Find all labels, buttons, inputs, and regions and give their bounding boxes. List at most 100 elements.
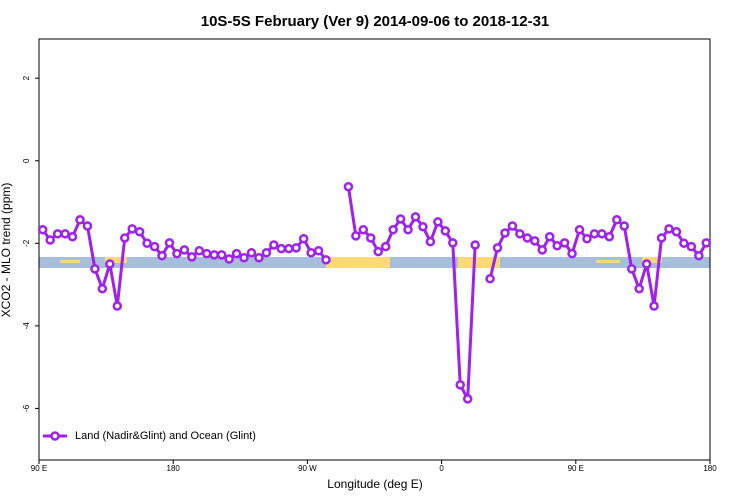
data-point — [455, 380, 465, 390]
y-tick-label: 0 — [22, 158, 31, 163]
data-point — [276, 243, 287, 254]
data-point — [544, 231, 555, 242]
data-point — [380, 241, 391, 252]
data-point — [671, 227, 682, 237]
map-strip — [39, 257, 710, 268]
data-point — [641, 259, 652, 269]
data-point — [485, 274, 495, 284]
data-point — [462, 394, 473, 404]
data-point — [574, 224, 585, 235]
data-point — [612, 215, 622, 225]
data-point — [224, 254, 234, 264]
data-point — [433, 217, 443, 227]
data-point — [216, 250, 227, 260]
data-point — [582, 234, 592, 244]
legend-marker — [50, 431, 60, 441]
data-point — [410, 212, 421, 222]
data-point — [701, 238, 712, 248]
data-point — [351, 231, 361, 241]
data-point — [142, 238, 152, 249]
data-point — [306, 248, 316, 258]
data-point — [202, 248, 212, 259]
data-point — [246, 248, 257, 258]
data-point — [60, 229, 70, 239]
data-point — [619, 221, 630, 231]
data-point — [626, 264, 637, 274]
data-point — [231, 248, 242, 259]
data-point — [37, 224, 48, 235]
x-tick-label: 90 E — [31, 464, 47, 473]
data-point — [119, 233, 130, 243]
data-point — [45, 235, 55, 245]
y-tick-label: -4 — [22, 322, 31, 330]
x-tick-label: 0 — [439, 464, 444, 473]
data-point — [604, 231, 615, 242]
data-point — [373, 246, 383, 257]
y-tick-label: -6 — [22, 404, 31, 412]
data-point — [634, 283, 644, 294]
data-point — [187, 252, 197, 262]
data-point — [90, 264, 100, 274]
data-point — [567, 248, 577, 259]
data-point — [284, 243, 294, 254]
data-point — [105, 259, 115, 269]
x-tick-label: 180 — [703, 464, 717, 473]
data-point — [656, 233, 667, 243]
y-tick-label: 2 — [22, 75, 31, 80]
data-point — [440, 226, 451, 236]
data-point — [366, 233, 376, 243]
data-point — [425, 236, 436, 247]
data-point — [395, 214, 406, 224]
data-point — [164, 238, 175, 248]
data-point — [67, 231, 78, 242]
data-point — [448, 238, 458, 248]
data-point — [149, 241, 160, 252]
data-point — [686, 241, 697, 252]
data-point — [82, 221, 93, 231]
data-point — [134, 227, 145, 237]
x-axis-label: Longitude (deg E) — [327, 477, 422, 491]
chart-title: 10S-5S February (Ver 9) 2014-09-06 to 20… — [201, 13, 550, 30]
data-point — [157, 250, 167, 261]
data-point — [507, 221, 518, 231]
y-axis-label: XCO2 - MLO trend (ppm) — [0, 183, 13, 318]
data-point — [388, 224, 398, 235]
data-point — [552, 241, 562, 251]
y-tick-label: -2 — [22, 239, 31, 247]
data-point — [261, 248, 272, 258]
data-point — [649, 301, 659, 311]
data-point — [75, 215, 85, 225]
data-point — [97, 283, 108, 294]
data-point — [291, 243, 301, 253]
data-point — [358, 224, 369, 235]
data-point — [254, 253, 264, 263]
data-point — [530, 236, 540, 246]
x-tick-label: 180 — [167, 464, 181, 473]
data-point — [470, 240, 480, 250]
x-tick-label: 90 E — [568, 464, 584, 473]
data-point — [52, 229, 63, 239]
data-point — [403, 224, 413, 235]
data-point — [239, 253, 249, 263]
data-point — [127, 224, 137, 234]
data-point — [522, 233, 533, 243]
data-point — [418, 222, 428, 232]
data-point — [209, 250, 219, 260]
data-point — [559, 238, 570, 248]
data-point — [321, 255, 331, 265]
data-point — [679, 238, 689, 249]
data-point — [589, 229, 600, 239]
data-point — [313, 245, 324, 256]
data-point — [194, 245, 205, 256]
plot-frame — [38, 38, 711, 461]
data-point — [179, 245, 190, 255]
data-point — [492, 243, 503, 253]
x-tick-label: 90 W — [298, 464, 317, 473]
data-point — [664, 224, 674, 234]
data-point — [694, 250, 704, 261]
data-point — [343, 182, 354, 192]
data-point — [515, 229, 525, 239]
data-point — [112, 301, 123, 311]
legend-label: Land (Nadir&Glint) and Ocean (Glint) — [75, 430, 256, 442]
